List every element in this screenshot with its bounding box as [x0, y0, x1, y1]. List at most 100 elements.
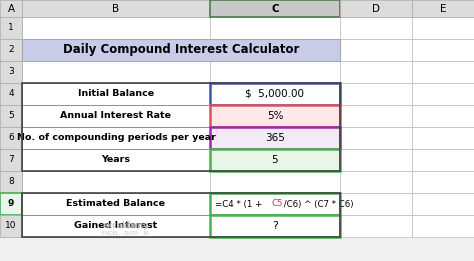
Text: Estimated Balance: Estimated Balance	[66, 199, 165, 209]
Bar	[210, 215, 340, 237]
Bar	[22, 127, 210, 149]
Bar	[412, 105, 474, 127]
Bar	[22, 149, 210, 171]
Text: 9: 9	[8, 199, 14, 209]
Text: 8: 8	[8, 177, 14, 187]
Bar	[22, 39, 210, 61]
Bar	[22, 215, 210, 237]
Bar	[210, 171, 340, 193]
Bar	[210, 83, 340, 105]
Bar	[210, 105, 340, 127]
Bar	[22, 83, 210, 105]
Bar	[340, 39, 412, 61]
Bar	[22, 193, 210, 215]
Bar	[0, 17, 22, 39]
Bar	[412, 193, 474, 215]
Bar	[0, 61, 22, 83]
Bar	[340, 0, 412, 17]
Bar	[22, 105, 210, 127]
Text: C5: C5	[271, 199, 283, 209]
Bar	[340, 215, 412, 237]
Bar	[210, 215, 340, 237]
Bar	[210, 83, 340, 105]
Bar	[22, 149, 210, 171]
Bar	[412, 0, 474, 17]
Bar	[22, 0, 210, 17]
Text: Years: Years	[101, 156, 130, 164]
Bar	[22, 61, 210, 83]
Bar	[340, 105, 412, 127]
Bar	[0, 149, 22, 171]
Text: Daily Compound Interest Calculator: Daily Compound Interest Calculator	[63, 44, 299, 56]
Bar	[22, 83, 340, 171]
Text: C: C	[271, 3, 279, 14]
Text: =C4 * (1 +: =C4 * (1 +	[215, 199, 265, 209]
Bar	[22, 39, 340, 61]
Bar	[22, 17, 210, 39]
Bar	[0, 193, 22, 215]
Bar	[22, 171, 210, 193]
Text: 10: 10	[5, 222, 17, 230]
Text: B: B	[112, 3, 119, 14]
Bar	[412, 171, 474, 193]
Bar	[22, 215, 210, 237]
Bar	[210, 127, 340, 149]
Bar	[22, 193, 210, 215]
Bar	[22, 105, 210, 127]
Bar	[340, 83, 412, 105]
Bar	[340, 127, 412, 149]
Text: exceldemy: exceldemy	[102, 222, 148, 230]
Bar	[340, 61, 412, 83]
Text: ?: ?	[272, 221, 278, 231]
Text: Initial Balance: Initial Balance	[78, 90, 154, 98]
Bar	[412, 39, 474, 61]
Bar	[340, 149, 412, 171]
Text: 7: 7	[8, 156, 14, 164]
Bar	[412, 127, 474, 149]
Bar	[0, 39, 22, 61]
Bar	[0, 83, 22, 105]
Bar	[340, 17, 412, 39]
Bar	[210, 193, 340, 215]
Bar	[210, 0, 340, 17]
Text: $  5,000.00: $ 5,000.00	[246, 89, 304, 99]
Text: 2: 2	[8, 45, 14, 55]
Bar	[22, 127, 210, 149]
Bar	[412, 83, 474, 105]
Bar	[210, 39, 340, 61]
Text: No. of compounding periods per year: No. of compounding periods per year	[17, 133, 216, 143]
Bar	[210, 105, 340, 127]
Bar	[340, 171, 412, 193]
Bar	[210, 193, 340, 215]
Bar	[412, 61, 474, 83]
Bar	[210, 127, 340, 149]
Bar	[22, 83, 210, 105]
Bar	[210, 149, 340, 171]
Text: E: E	[440, 3, 446, 14]
Bar	[412, 149, 474, 171]
Text: D: D	[372, 3, 380, 14]
Text: 5: 5	[8, 111, 14, 121]
Bar	[412, 215, 474, 237]
Text: 3: 3	[8, 68, 14, 76]
Text: A: A	[8, 3, 15, 14]
Text: 4: 4	[8, 90, 14, 98]
Text: 5%: 5%	[267, 111, 283, 121]
Bar	[412, 17, 474, 39]
Bar	[210, 149, 340, 171]
Text: /C6) ^ (C7 * C6): /C6) ^ (C7 * C6)	[281, 199, 354, 209]
Bar	[0, 105, 22, 127]
Bar	[0, 127, 22, 149]
Bar	[0, 0, 22, 17]
Bar	[0, 215, 22, 237]
Bar	[0, 171, 22, 193]
Text: Gained Interest: Gained Interest	[74, 222, 158, 230]
Bar	[340, 193, 412, 215]
Bar	[210, 61, 340, 83]
Text: EXCEL · DATA · BI: EXCEL · DATA · BI	[102, 230, 149, 235]
Text: 6: 6	[8, 133, 14, 143]
Bar	[210, 17, 340, 39]
Text: 1: 1	[8, 23, 14, 33]
Text: 365: 365	[265, 133, 285, 143]
Bar	[22, 193, 340, 237]
